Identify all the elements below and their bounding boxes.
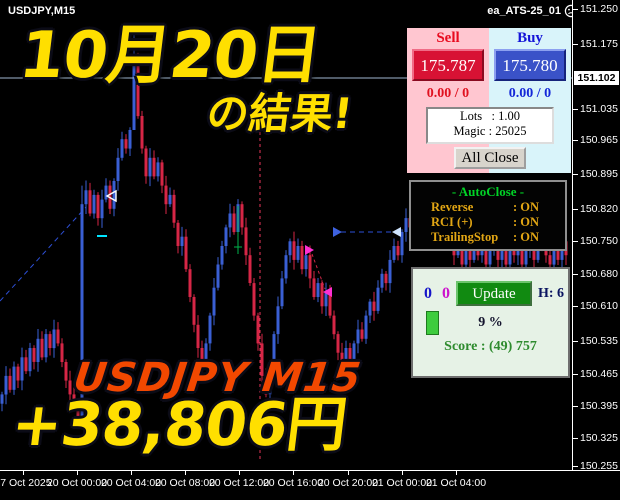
autoclose-row: RCI (+): ON: [431, 215, 540, 229]
time-axis-label: 17 Oct 2025: [0, 477, 52, 489]
price-axis-label: 150.610: [580, 300, 618, 312]
time-axis-label: 20 Oct 00:00: [46, 477, 108, 489]
price-axis-label: 150.680: [580, 268, 618, 280]
price-axis-label: 150.535: [580, 335, 618, 347]
sell-label: Sell: [436, 30, 460, 46]
price-axis-label: 150.750: [580, 235, 618, 247]
price-axis-label: 150.965: [580, 134, 618, 146]
current-price-tag: 151.102: [574, 71, 619, 85]
lots-magic-box: Lots : 1.00 Magic : 25025: [426, 107, 554, 144]
time-axis-label: 20 Oct 16:00: [262, 477, 324, 489]
update-panel: 0 0 Update H: 6 9 % Score : (49) 757: [411, 267, 570, 378]
lots-line: Lots : 1.00: [459, 109, 521, 123]
autoclose-title: - AutoClose -: [451, 184, 525, 199]
ea-name-label: ea_ATS-25_01: [487, 4, 578, 18]
time-axis-label: 20 Oct 08:00: [154, 477, 216, 489]
buy-price-button[interactable]: 175.780: [494, 49, 566, 81]
ea-name-text: ea_ATS-25_01: [487, 5, 561, 17]
score-label: Score : (49) 757: [444, 339, 537, 354]
buy-side-panel: Buy 175.780 0.00 / 0: [489, 28, 571, 173]
headline-result-text: の結果!: [204, 89, 356, 138]
buy-stats: 0.00 / 0: [508, 86, 552, 101]
headline-date-text: 10月20日: [15, 19, 325, 93]
profit-overlay-text: +38,806円: [7, 390, 351, 460]
counter-magenta: 0: [442, 285, 450, 302]
time-axis-label: 21 Oct 00:00: [371, 477, 433, 489]
autoclose-row: TrailingStop: ON: [431, 230, 540, 244]
price-axis-label: 150.255: [580, 460, 618, 472]
price-axis[interactable]: 151.102 151.250 151.175 151.035 150.965 150.…: [572, 0, 620, 472]
price-axis-label: 150.325: [580, 432, 618, 444]
sell-stats: 0.00 / 0: [426, 86, 470, 101]
time-axis-label: 21 Oct 04:00: [425, 477, 487, 489]
autoclose-rows: Reverse: ON RCI (+): ON TrailingStop: ON: [411, 200, 565, 245]
trade-panel: Sell 175.787 0.00 / 0 Buy 175.780 0.00 /…: [407, 28, 571, 173]
autoclose-row: Reverse: ON: [431, 200, 540, 214]
autoclose-panel: - AutoClose - Reverse: ON RCI (+): ON Trai…: [409, 180, 567, 251]
buy-label: Buy: [517, 30, 543, 46]
symbol-timeframe-label: USDJPY,M15: [8, 5, 76, 17]
price-axis-label: 150.395: [580, 400, 618, 412]
magic-line: Magic : 25025: [453, 124, 527, 138]
price-axis-label: 151.250: [580, 3, 618, 15]
price-axis-label: 151.035: [580, 103, 618, 115]
counter-blue: 0: [424, 285, 432, 302]
update-button[interactable]: Update: [456, 281, 532, 306]
progress-bar: [426, 311, 439, 335]
all-close-button[interactable]: All Close: [454, 147, 526, 169]
h-count-label: H: 6: [538, 286, 565, 301]
time-axis-label: 20 Oct 20:00: [317, 477, 379, 489]
price-axis-label: 150.465: [580, 368, 618, 380]
price-axis-label: 150.895: [580, 168, 618, 180]
time-axis-label: 20 Oct 12:00: [208, 477, 270, 489]
price-axis-label: 150.820: [580, 203, 618, 215]
sell-price-button[interactable]: 175.787: [412, 49, 484, 81]
time-axis-label: 20 Oct 04:00: [100, 477, 162, 489]
percent-label: 9 %: [478, 315, 503, 330]
time-axis[interactable]: 17 Oct 2025 20 Oct 00:00 20 Oct 04:00 20 Oc…: [0, 470, 620, 500]
price-axis-label: 151.175: [580, 38, 618, 50]
